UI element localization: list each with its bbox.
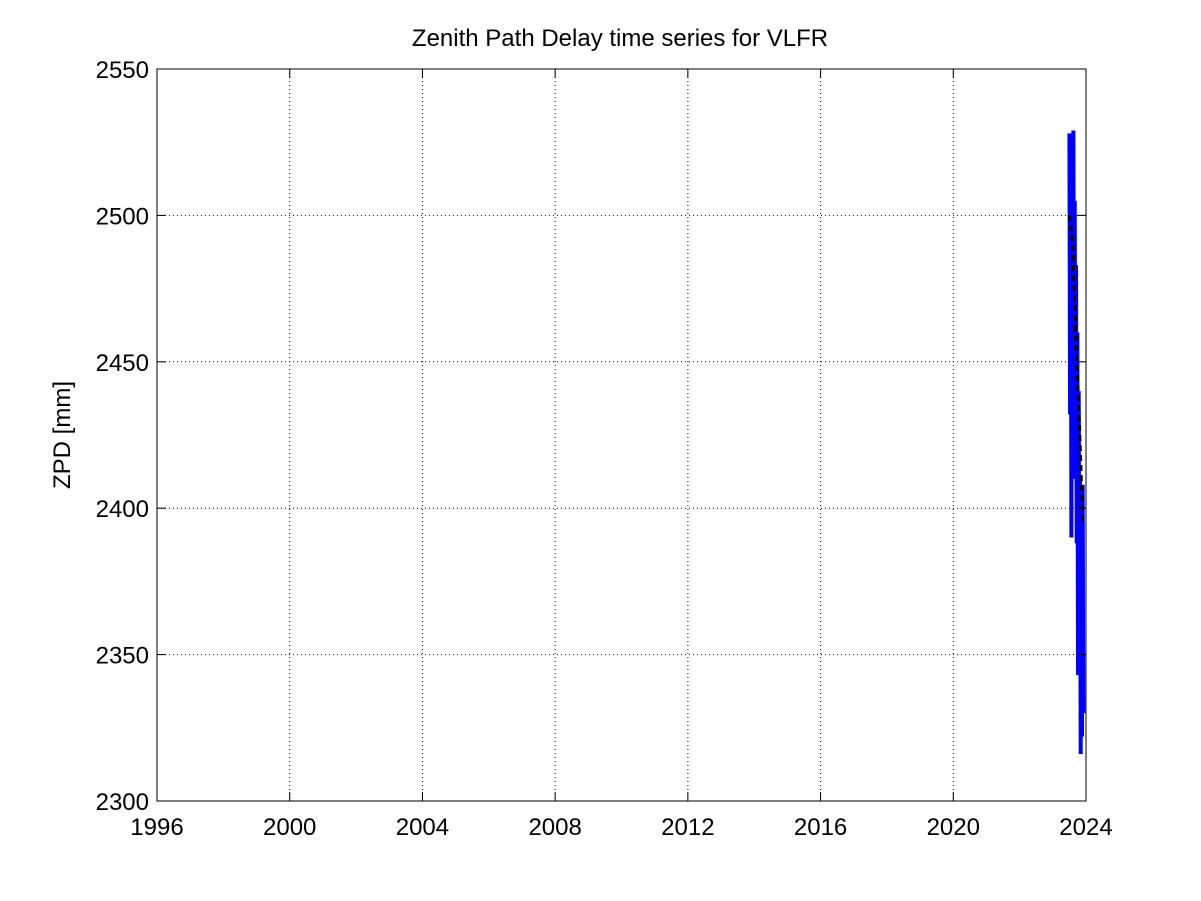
x-tick-label: 2016 [794, 814, 847, 841]
y-tick-label: 2500 [96, 203, 149, 230]
x-tick-label: 2004 [396, 814, 449, 841]
data-series [1067, 130, 1086, 755]
x-tick-label: 1996 [130, 814, 183, 841]
x-tick-label: 2012 [661, 814, 714, 841]
plot-area-frame [156, 68, 1087, 802]
x-tick-label: 2008 [528, 814, 581, 841]
y-tick-label: 2300 [96, 789, 149, 816]
y-axis-label: ZPD [mm] [49, 381, 76, 489]
zpd-series-line [1067, 130, 1086, 755]
dashed-trend-line [1067, 215, 1085, 523]
x-tick-label: 2000 [263, 814, 316, 841]
axis-ticks: 1996 2000 2004 2008 2012 2016 2020 2024 2300 2350… [96, 57, 1113, 841]
grid-lines [157, 69, 1086, 801]
chart-title: Zenith Path Delay time series for VLFR [412, 25, 828, 52]
x-tick-label: 2020 [927, 814, 980, 841]
y-tick-label: 2450 [96, 350, 149, 377]
y-tick-label: 2350 [96, 643, 149, 670]
x-tick-label: 2024 [1059, 814, 1112, 841]
y-tick-label: 2550 [96, 57, 149, 84]
y-tick-label: 2400 [96, 496, 149, 523]
